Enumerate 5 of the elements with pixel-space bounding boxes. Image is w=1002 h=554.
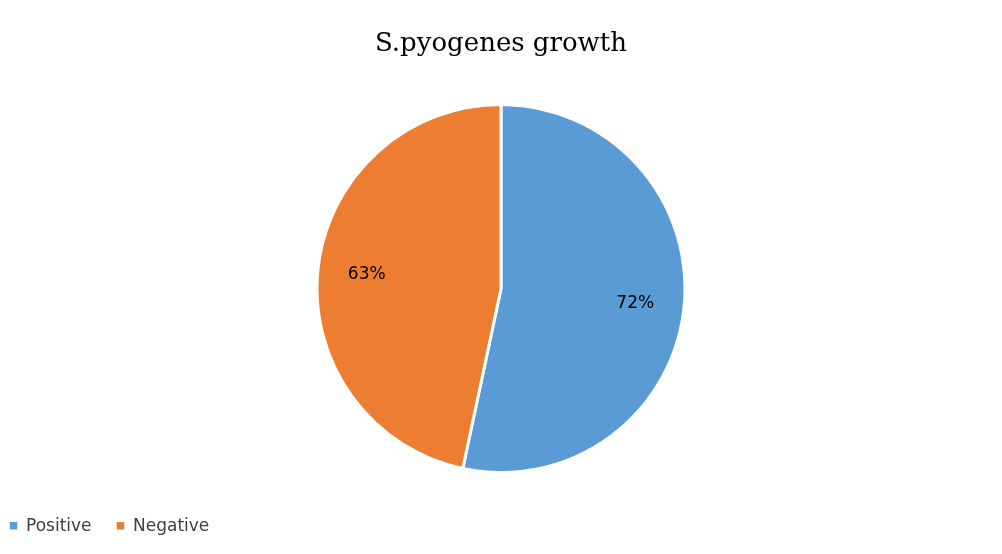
data-label: 63%	[347, 263, 386, 284]
chart-title: S.pyogenes growth	[374, 27, 628, 57]
legend-label: Positive	[26, 514, 92, 535]
data-label: 72%	[616, 291, 655, 312]
legend-label: Negative	[133, 514, 210, 535]
